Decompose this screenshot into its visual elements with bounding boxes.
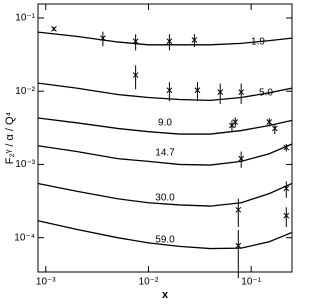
data-point <box>266 119 273 125</box>
series-label: 5.0 <box>259 88 273 99</box>
y-tick-label: 10⁻⁴ <box>14 232 35 243</box>
chart: x F₂ᵞ / α / Q⁴ 10⁻³ 10⁻² 10⁻¹ 10⁻⁴ 10⁻³ 10⁻² 1… <box>4 3 293 301</box>
curve <box>37 31 293 46</box>
x-tick-label: 10⁻² <box>139 277 159 288</box>
series-label: 1.9 <box>251 37 265 48</box>
data-point <box>238 89 245 96</box>
data-point <box>283 144 290 151</box>
data-point <box>51 25 57 32</box>
y-tick-label: 10⁻² <box>15 86 35 97</box>
y-tick-label: 10⁻¹ <box>15 13 35 24</box>
data-point <box>166 38 173 45</box>
curve <box>37 82 293 101</box>
y-tick-label: 10⁻³ <box>15 159 35 170</box>
plot-frame <box>37 3 293 273</box>
data-point <box>283 212 290 219</box>
data-point <box>235 242 242 249</box>
data-point <box>166 87 173 94</box>
curve <box>37 220 293 250</box>
curve <box>37 182 293 207</box>
y-axis-label: F₂ᵞ / α / Q⁴ <box>4 111 16 164</box>
data-point <box>283 185 290 192</box>
data-point <box>217 89 224 96</box>
data-point <box>232 119 239 125</box>
data-point <box>235 206 242 213</box>
series-label: 9.0 <box>158 118 172 129</box>
series-label: 30.0 <box>155 193 175 204</box>
data-point <box>271 125 278 132</box>
curve <box>37 117 293 135</box>
curve <box>37 143 293 166</box>
data-point <box>191 37 198 43</box>
data-point <box>238 155 245 162</box>
x-tick-label: 10⁻¹ <box>241 277 261 288</box>
data-point <box>194 87 201 94</box>
series-label: 59.0 <box>155 235 175 246</box>
data-point <box>100 35 106 41</box>
x-tick-label: 10⁻³ <box>36 277 56 288</box>
x-axis-label: x <box>162 289 169 301</box>
series-label: 14.7 <box>155 148 175 159</box>
data-point <box>132 38 139 45</box>
data-point <box>132 72 139 78</box>
